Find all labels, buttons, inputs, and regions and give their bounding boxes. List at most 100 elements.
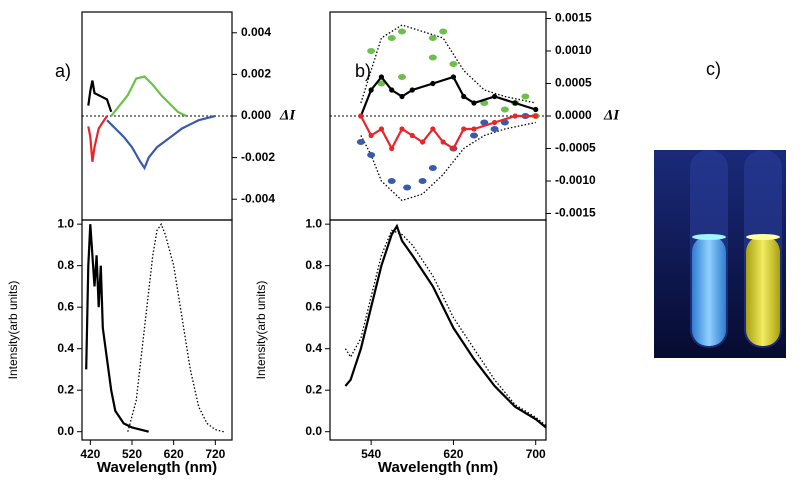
tube-ring bbox=[692, 234, 726, 240]
data-marker bbox=[430, 80, 436, 87]
data-marker bbox=[399, 126, 405, 132]
y-tick-label: 0.6 bbox=[57, 299, 74, 313]
data-marker bbox=[440, 139, 446, 145]
data-line bbox=[360, 24, 536, 104]
y-tick-label: 0.0015 bbox=[555, 11, 592, 25]
y-axis-label: ΔI bbox=[603, 107, 620, 123]
data-line bbox=[359, 75, 537, 117]
data-marker bbox=[358, 113, 364, 119]
data-dot bbox=[428, 35, 437, 41]
y-tick-label: 0.8 bbox=[57, 258, 74, 272]
data-dot bbox=[356, 139, 365, 145]
data-dot bbox=[428, 54, 437, 61]
tube-liquid bbox=[692, 236, 726, 346]
panel-label: c) bbox=[706, 59, 721, 79]
photo bbox=[654, 150, 786, 358]
x-tick-label: 720 bbox=[205, 447, 225, 461]
y-tick-label: -0.0010 bbox=[555, 173, 596, 187]
data-line bbox=[85, 224, 149, 433]
y-tick-label: 0.2 bbox=[57, 382, 74, 396]
data-dot bbox=[367, 152, 376, 158]
data-marker bbox=[450, 145, 457, 152]
data-marker bbox=[471, 100, 477, 106]
data-dot bbox=[521, 93, 530, 100]
tube-ring bbox=[746, 234, 780, 240]
y-tick-label: 0.4 bbox=[57, 341, 74, 355]
data-marker bbox=[378, 74, 385, 80]
x-tick-label: 700 bbox=[526, 447, 546, 461]
y-tick-label: 0.0000 bbox=[555, 108, 592, 122]
y-tick-label: 0.002 bbox=[241, 67, 271, 81]
y-tick-label: 0.8 bbox=[305, 258, 322, 272]
data-dot bbox=[387, 35, 396, 41]
data-marker bbox=[409, 87, 415, 93]
y-tick-label: 0.0010 bbox=[555, 43, 592, 57]
panel-label: a) bbox=[55, 61, 71, 81]
tube-liquid bbox=[746, 236, 780, 346]
data-dot bbox=[367, 48, 376, 54]
data-marker bbox=[533, 106, 539, 113]
y-axis-label: Intensity(arb units) bbox=[6, 281, 20, 380]
x-tick-label: 620 bbox=[164, 447, 184, 461]
data-marker bbox=[389, 145, 395, 152]
y-axis-label: Intensity(arb units) bbox=[254, 281, 268, 380]
data-dot bbox=[398, 28, 406, 35]
y-tick-label: 0.0005 bbox=[555, 76, 592, 90]
plot-frame bbox=[81, 11, 233, 221]
data-marker bbox=[368, 87, 374, 93]
plot-frame bbox=[329, 219, 547, 441]
y-axis-label: ΔI bbox=[279, 107, 296, 123]
y-tick-label: 0.0 bbox=[57, 424, 74, 438]
data-line bbox=[359, 114, 536, 151]
y-tick-label: 0.2 bbox=[305, 382, 322, 396]
data-dot bbox=[500, 106, 509, 113]
plot-frame bbox=[81, 219, 233, 441]
y-tick-label: -0.004 bbox=[241, 191, 275, 205]
y-tick-label: 1.0 bbox=[57, 216, 74, 230]
x-tick-label: 540 bbox=[361, 447, 381, 461]
y-tick-label: 0.6 bbox=[305, 299, 322, 313]
data-line bbox=[87, 115, 108, 162]
data-dot bbox=[398, 74, 406, 80]
y-tick-label: 0.004 bbox=[241, 25, 271, 39]
data-dot bbox=[428, 165, 437, 171]
x-tick-label: 420 bbox=[80, 447, 100, 461]
x-tick-label: 520 bbox=[122, 447, 142, 461]
data-marker bbox=[450, 74, 457, 80]
data-line bbox=[344, 223, 547, 429]
data-dot bbox=[387, 178, 396, 184]
data-line bbox=[87, 80, 113, 113]
data-marker bbox=[461, 126, 467, 132]
x-tick-label: 620 bbox=[443, 447, 463, 461]
data-marker bbox=[491, 93, 498, 100]
data-marker bbox=[512, 113, 518, 119]
data-marker bbox=[512, 100, 518, 106]
y-tick-label: 0.4 bbox=[305, 341, 322, 355]
data-line bbox=[110, 75, 187, 117]
data-marker bbox=[471, 126, 477, 132]
y-tick-label: 0.0 bbox=[305, 424, 322, 438]
y-tick-label: 0.000 bbox=[241, 108, 271, 122]
data-marker bbox=[533, 113, 539, 119]
data-line bbox=[344, 229, 547, 427]
data-marker bbox=[430, 126, 436, 132]
data-dot bbox=[418, 178, 427, 184]
data-line bbox=[106, 114, 216, 171]
data-marker bbox=[491, 119, 498, 126]
data-marker bbox=[389, 87, 395, 93]
data-marker bbox=[419, 139, 426, 145]
panel-label: b) bbox=[355, 61, 371, 81]
data-dot bbox=[439, 28, 448, 35]
data-marker bbox=[378, 126, 385, 132]
data-dot bbox=[490, 126, 499, 132]
y-tick-label: -0.002 bbox=[241, 150, 275, 164]
data-line bbox=[127, 222, 224, 433]
data-marker bbox=[399, 93, 405, 100]
y-tick-label: -0.0015 bbox=[555, 206, 596, 220]
data-dot bbox=[449, 61, 458, 67]
data-dot bbox=[403, 184, 412, 191]
data-marker bbox=[368, 132, 374, 139]
x-axis-label: Wavelength (nm) bbox=[378, 459, 498, 476]
data-marker bbox=[461, 93, 467, 100]
